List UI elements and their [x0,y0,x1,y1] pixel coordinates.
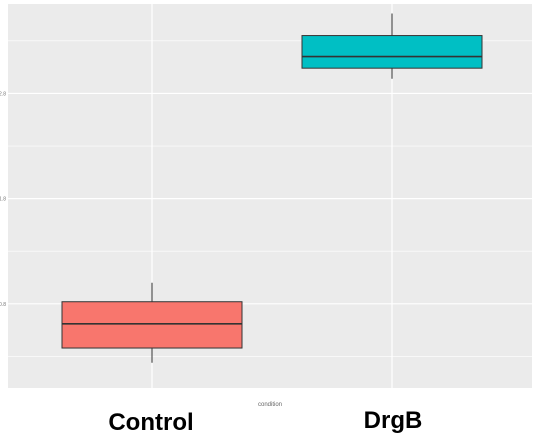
y-tick-label: 1.8 [0,197,6,203]
box-body [61,301,243,349]
x-category-label-drgb: DrgB [364,407,423,434]
box-drgb [301,13,483,79]
x-axis-label: condition [258,402,282,408]
box-body [301,35,483,69]
y-tick-label: 0.8 [0,302,6,308]
box-series [61,13,483,363]
y-axis-ticks: 0.8 1.8 2.8 [0,91,6,307]
y-tick-label: 2.8 [0,91,6,97]
box-control [61,282,243,363]
x-category-label-control: Control [108,409,193,436]
